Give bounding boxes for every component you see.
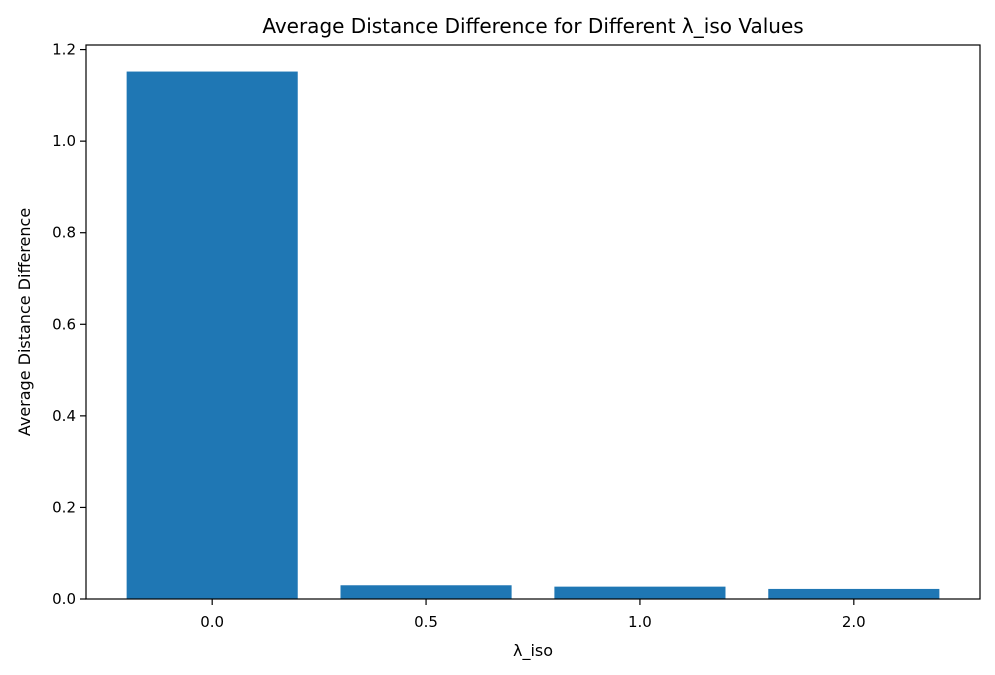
y-tick-label: 1.2 bbox=[52, 41, 76, 59]
y-tick-label: 0.4 bbox=[52, 407, 76, 425]
y-tick-label: 0.6 bbox=[52, 315, 76, 333]
x-tick-label: 0.0 bbox=[200, 613, 224, 631]
bar-1-0 bbox=[554, 586, 726, 599]
plot-frame bbox=[85, 44, 981, 600]
x-tick-label: 2.0 bbox=[842, 613, 866, 631]
x-tick-label: 0.5 bbox=[414, 613, 438, 631]
bar-2-0 bbox=[768, 588, 940, 599]
bars-group bbox=[126, 71, 940, 600]
y-tick-label: 0.8 bbox=[52, 224, 76, 242]
y-axis-label: Average Distance Difference bbox=[15, 208, 34, 436]
bar-0-5 bbox=[340, 585, 512, 599]
x-axis-label: λ_iso bbox=[513, 641, 553, 661]
y-axis: 0.0 0.2 0.4 0.6 0.8 1.0 1.2 bbox=[52, 41, 86, 608]
y-tick-label: 0.0 bbox=[52, 590, 76, 608]
chart-title: Average Distance Difference for Differen… bbox=[262, 14, 803, 38]
x-axis: 0.0 0.5 1.0 2.0 bbox=[200, 599, 866, 631]
y-tick-label: 0.2 bbox=[52, 498, 76, 516]
bar-0-0 bbox=[126, 71, 298, 600]
y-tick-label: 1.0 bbox=[52, 132, 76, 150]
x-tick-label: 1.0 bbox=[628, 613, 652, 631]
